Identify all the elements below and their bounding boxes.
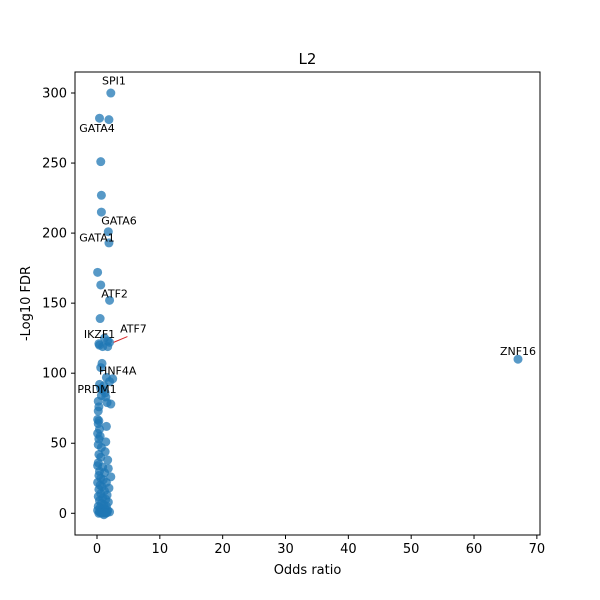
x-tick-label: 0 <box>93 542 101 557</box>
data-point <box>103 455 113 465</box>
data-point <box>101 421 111 431</box>
data-point <box>106 399 116 409</box>
x-tick-label: 10 <box>152 542 169 557</box>
y-tick-label: 100 <box>42 367 67 382</box>
annotation-label: PRDM1 <box>77 383 116 396</box>
data-point <box>96 190 106 200</box>
chart-title: L2 <box>299 50 317 68</box>
x-tick-label: 20 <box>214 542 231 557</box>
y-tick-label: 0 <box>59 507 67 522</box>
annotation-label: ATF2 <box>101 288 128 301</box>
annotation-label: ZNF16 <box>500 345 536 358</box>
data-point <box>104 115 114 125</box>
annotation-label: GATA1 <box>79 232 115 245</box>
annotation-leader-line <box>113 336 128 343</box>
y-tick-label: 300 <box>42 87 67 102</box>
y-axis-label: -Log10 FDR <box>19 266 34 341</box>
y-tick-label: 200 <box>42 227 67 242</box>
data-point <box>93 267 103 277</box>
data-point <box>96 207 106 217</box>
data-point <box>95 113 105 123</box>
x-tick-label: 40 <box>340 542 357 557</box>
data-point <box>93 406 103 416</box>
x-tick-label: 60 <box>466 542 483 557</box>
data-point <box>96 280 106 290</box>
data-point <box>103 227 113 237</box>
y-tick-label: 250 <box>42 157 67 172</box>
data-point <box>98 342 108 352</box>
annotation-layer: SPI1 GATA4 GATA6 GATA1 ATF2 ATF7 IKZF1 HNF4A PRD… <box>77 75 536 396</box>
data-point <box>105 295 115 305</box>
data-point <box>513 354 523 364</box>
annotation-label: ATF7 <box>120 323 147 336</box>
x-axis: 0 10 20 30 40 50 60 70 <box>93 535 545 557</box>
data-point <box>106 88 116 98</box>
data-point <box>95 314 105 324</box>
annotation-label: IKZF1 <box>84 328 115 341</box>
y-axis: 0 50 100 150 200 250 300 <box>42 87 75 522</box>
plot-frame <box>74 71 541 536</box>
annotation-label: GATA6 <box>101 215 137 228</box>
data-point <box>96 157 106 167</box>
data-point <box>96 363 106 373</box>
data-point <box>104 238 114 248</box>
annotation-label: HNF4A <box>99 365 137 378</box>
y-tick-label: 50 <box>50 437 67 452</box>
points-layer <box>93 88 523 520</box>
x-tick-label: 30 <box>277 542 294 557</box>
x-tick-label: 70 <box>529 542 546 557</box>
annotation-label: SPI1 <box>102 75 126 88</box>
data-point <box>99 510 109 520</box>
x-tick-label: 50 <box>403 542 420 557</box>
annotation-label: GATA4 <box>79 122 115 135</box>
x-axis-label: Odds ratio <box>274 563 342 578</box>
y-tick-label: 150 <box>42 297 67 312</box>
